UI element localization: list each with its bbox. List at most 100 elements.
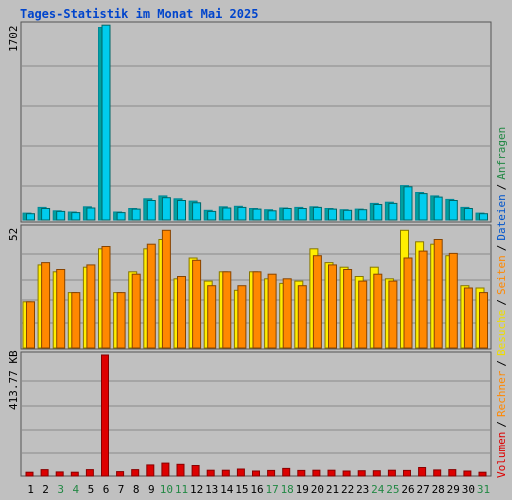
legend-dateien: Dateien	[495, 194, 508, 240]
day-label: 12	[190, 483, 203, 496]
day-label: 16	[250, 483, 263, 496]
day-label: 11	[175, 483, 188, 496]
bar-dateien-day-4	[71, 212, 81, 221]
day-label: 20	[311, 483, 324, 496]
bar-dateien-day-9	[146, 200, 156, 221]
day-labels: 1 2 3 4 5 6 7 8 9 10 11 12 13 14 15 16 17 18 19 20 21 22 23 24 2…	[27, 483, 490, 496]
bar-dateien-day-18	[282, 208, 292, 221]
bar-volumen-day-11	[176, 463, 185, 477]
bar-seiten-day-22	[343, 269, 353, 349]
bar-seiten-day-17	[267, 273, 277, 349]
bar-seiten-day-23	[358, 280, 368, 349]
volume-max-label: 413.77 KB	[7, 350, 20, 410]
day-label: 17	[265, 483, 278, 496]
bar-dateien-day-21	[328, 208, 337, 221]
bar-volumen-day-13	[206, 469, 215, 477]
bar-volumen-day-20	[312, 469, 321, 477]
bar-seiten-day-3	[56, 269, 66, 349]
bar-seiten-day-2	[41, 262, 51, 349]
bar-seiten-day-6	[101, 246, 111, 349]
bar-volumen-day-30	[463, 470, 472, 477]
legend-seiten: Seiten	[495, 255, 508, 295]
bar-volumen-day-8	[131, 469, 140, 477]
bar-dateien-day-22	[343, 209, 353, 221]
bar-dateien-day-24	[373, 204, 383, 221]
day-label: 18	[281, 483, 294, 496]
bar-dateien-day-14	[222, 207, 232, 221]
visits-bars	[22, 229, 488, 349]
day-label: 22	[341, 483, 354, 496]
bar-seiten-day-4	[71, 292, 81, 349]
bar-seiten-day-11	[177, 276, 186, 349]
bar-seiten-day-5	[86, 264, 96, 349]
bar-seiten-day-13	[207, 285, 217, 349]
bar-dateien-day-29	[448, 200, 458, 221]
hits-bars	[22, 24, 488, 221]
bar-seiten-day-12	[192, 259, 202, 349]
bar-seiten-day-29	[448, 252, 458, 349]
bar-dateien-day-2	[41, 208, 51, 221]
volume-panel	[20, 351, 492, 477]
bar-seiten-day-15	[237, 285, 247, 349]
bar-volumen-day-14	[221, 469, 230, 477]
bar-volumen-day-19	[297, 469, 306, 477]
day-label: 4	[72, 483, 79, 496]
day-label: 5	[88, 483, 95, 496]
bar-dateien-day-31	[479, 213, 488, 221]
legend: Volumen / Rechner / Besuche / Seiten / Dateien / A…	[495, 127, 508, 478]
day-label: 29	[447, 483, 460, 496]
bar-volumen-day-24	[372, 470, 381, 477]
day-label: 1	[27, 483, 34, 496]
bar-volumen-day-12	[191, 465, 200, 477]
bar-volumen-day-26	[403, 469, 411, 477]
bar-dateien-day-25	[388, 202, 398, 221]
bar-dateien-day-13	[207, 210, 217, 221]
bar-volumen-day-2	[40, 469, 49, 477]
bar-volumen-day-21	[327, 469, 336, 477]
bar-volumen-day-3	[55, 471, 64, 477]
bar-volumen-day-7	[116, 471, 125, 477]
bar-seiten-day-25	[388, 280, 398, 349]
bar-dateien-day-26	[403, 186, 413, 221]
bar-dateien-day-30	[463, 208, 473, 221]
bar-volumen-day-6	[101, 354, 109, 477]
day-label: 19	[296, 483, 309, 496]
legend-anfragen: Anfragen	[495, 127, 508, 180]
bar-seiten-day-28	[433, 239, 443, 349]
day-label: 21	[326, 483, 339, 496]
bar-seiten-day-18	[282, 278, 292, 349]
bar-seiten-day-26	[403, 257, 413, 349]
bar-volumen-day-22	[342, 470, 351, 477]
bar-volumen-day-10	[161, 462, 170, 477]
day-label: 8	[133, 483, 140, 496]
day-label: 2	[42, 483, 49, 496]
bar-seiten-day-14	[222, 271, 232, 349]
bar-seiten-day-24	[373, 273, 383, 349]
bar-dateien-day-27	[418, 193, 428, 221]
day-label: 23	[356, 483, 369, 496]
legend-sep-5: /	[495, 184, 508, 191]
bar-volumen-day-1	[25, 471, 34, 477]
legend-sep-1: /	[495, 421, 508, 428]
page-title: Tages-Statistik im Monat Mai 2025	[20, 7, 259, 21]
bar-dateien-day-19	[297, 208, 307, 221]
bar-volumen-day-4	[70, 471, 79, 477]
bar-seiten-day-8	[131, 273, 141, 349]
bar-volumen-day-15	[236, 468, 245, 477]
bar-dateien-day-16	[252, 208, 262, 221]
bar-dateien-day-11	[177, 200, 186, 221]
bar-seiten-day-30	[463, 287, 473, 349]
bar-dateien-day-28	[433, 196, 443, 221]
hits-max-label: 1702	[7, 26, 20, 53]
bar-seiten-day-16	[252, 271, 262, 349]
bar-dateien-day-1	[26, 213, 35, 221]
visits-max-label: 52	[7, 228, 20, 241]
legend-sep-3: /	[495, 299, 508, 306]
bar-volumen-day-17	[267, 469, 276, 477]
bar-dateien-day-3	[56, 210, 66, 221]
volume-bars	[25, 354, 487, 477]
bar-dateien-day-10	[161, 197, 171, 221]
bar-volumen-day-31	[478, 471, 487, 477]
bar-volumen-day-25	[387, 469, 396, 477]
